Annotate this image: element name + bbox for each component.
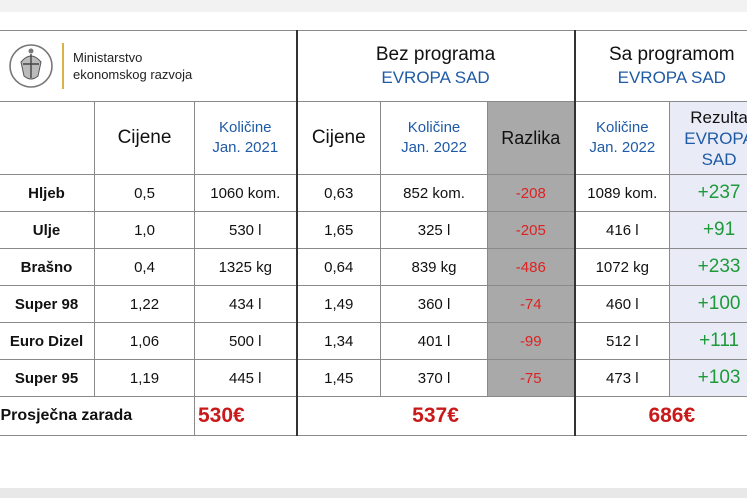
result-cell: +111 [669, 322, 747, 360]
col-prices-2022: Cijene [295, 101, 382, 175]
col-qty-2021-line1: Količine [218, 119, 272, 136]
qty-2021-cell: 445 l [193, 359, 298, 397]
table-row: Ulje 1,0 530 l 1,65 325 l -205 416 l +91 [0, 211, 747, 249]
qty-program-cell: 512 l [573, 322, 671, 360]
ministry-name-line2: ekonomskog razvoja [73, 67, 193, 82]
price-2021-cell: 0,5 [94, 174, 195, 212]
average-program-value: 686€ [573, 396, 747, 436]
group-with-title: Sa programom [608, 44, 735, 65]
qty-2022-cell: 325 l [380, 211, 489, 249]
item-name-cell: Ulje [0, 211, 95, 249]
difference-cell: -99 [487, 322, 576, 360]
col-qty-2022-line1: Količine [407, 119, 461, 136]
col-result-line2: EVROPA [684, 128, 747, 148]
table-row: Euro Dizel 1,06 500 l 1,34 401 l -99 512 l +111 [0, 322, 747, 360]
price-2021-cell: 1,22 [94, 285, 195, 323]
col-result: Rezulta EVROPA SAD [669, 101, 747, 175]
difference-cell: -486 [487, 248, 576, 286]
qty-2022-cell: 401 l [380, 322, 489, 360]
empty-corner-cell [0, 101, 95, 175]
col-result-line1: Rezulta [690, 107, 747, 127]
col-qty-2021: Količine Jan. 2021 [193, 101, 298, 175]
qty-2022-cell: 852 kom. [380, 174, 489, 212]
price-2021-cell: 1,19 [94, 359, 195, 397]
qty-2021-cell: 530 l [193, 211, 298, 249]
result-cell: +103 [669, 359, 747, 397]
qty-2021-cell: 1325 kg [193, 248, 298, 286]
qty-program-cell: 416 l [573, 211, 671, 249]
difference-cell: -205 [487, 211, 576, 249]
price-2022-cell: 0,63 [295, 174, 382, 212]
qty-2022-cell: 839 kg [380, 248, 489, 286]
qty-2022-cell: 370 l [380, 359, 489, 397]
qty-2022-cell: 360 l [380, 285, 489, 323]
qty-program-cell: 473 l [573, 359, 671, 397]
price-2021-cell: 1,06 [94, 322, 195, 360]
price-2022-cell: 1,65 [295, 211, 382, 249]
average-2021-value: 530€ [193, 396, 298, 436]
qty-2021-cell: 434 l [193, 285, 298, 323]
group-without-title: Bez programa [375, 44, 496, 65]
qty-program-cell: 1072 kg [573, 248, 671, 286]
group-without-program: Bez programa EVROPA SAD [295, 30, 576, 102]
table-row: Super 95 1,19 445 l 1,45 370 l -75 473 l +103 [0, 359, 747, 397]
difference-cell: -75 [487, 359, 576, 397]
result-cell: +100 [669, 285, 747, 323]
col-prices-2021: Cijene [94, 101, 195, 175]
result-cell: +91 [669, 211, 747, 249]
qty-program-cell: 1089 kom. [573, 174, 671, 212]
logo-divider [62, 43, 64, 89]
qty-2021-cell: 1060 kom. [193, 174, 298, 212]
group-with-program: Sa programom EVROPA SAD [573, 30, 747, 102]
col-qty-2021-line2: Jan. 2021 [212, 139, 279, 156]
price-2021-cell: 1,0 [94, 211, 195, 249]
qty-2021-cell: 500 l [193, 322, 298, 360]
group-with-subtitle: EVROPA SAD [617, 68, 726, 87]
coat-of-arms-icon [9, 44, 53, 88]
result-cell: +237 [669, 174, 747, 212]
col-qty-2022-line2: Jan. 2022 [401, 139, 467, 156]
average-earnings-label: Prosječna zarada [0, 396, 195, 436]
col-qty-program-line1: Količine [596, 119, 649, 136]
col-result-line3: SAD [701, 149, 737, 169]
item-name-cell: Super 95 [0, 359, 95, 397]
group-without-subtitle: EVROPA SAD [381, 68, 490, 87]
qty-program-cell: 460 l [573, 285, 671, 323]
difference-cell: -74 [487, 285, 576, 323]
bottom-bar [0, 488, 747, 498]
price-2022-cell: 1,49 [295, 285, 382, 323]
col-qty-program: Količine Jan. 2022 [573, 101, 671, 175]
price-2022-cell: 1,34 [295, 322, 382, 360]
price-2021-cell: 0,4 [94, 248, 195, 286]
col-qty-program-line2: Jan. 2022 [589, 139, 656, 156]
average-2022-value: 537€ [295, 396, 576, 436]
item-name-cell: Hljeb [0, 174, 95, 212]
ministry-header: Ministarstvo ekonomskog razvoja [0, 30, 298, 102]
table-row: Hljeb 0,5 1060 kom. 0,63 852 kom. -208 1089 ko… [0, 174, 747, 212]
item-name-cell: Euro Dizel [0, 322, 95, 360]
price-comparison-table: Ministarstvo ekonomskog razvoja Bez prog… [0, 30, 747, 436]
table-row: Super 98 1,22 434 l 1,49 360 l -74 460 l +100 [0, 285, 747, 323]
item-name-cell: Super 98 [0, 285, 95, 323]
table-row: Brašno 0,4 1325 kg 0,64 839 kg -486 1072 kg +23… [0, 248, 747, 286]
ministry-name-line1: Ministarstvo [73, 50, 143, 65]
col-difference: Razlika [487, 101, 576, 175]
col-qty-2022: Količine Jan. 2022 [380, 101, 489, 175]
item-name-cell: Brašno [0, 248, 95, 286]
price-2022-cell: 1,45 [295, 359, 382, 397]
result-cell: +233 [669, 248, 747, 286]
price-2022-cell: 0,64 [295, 248, 382, 286]
difference-cell: -208 [487, 174, 576, 212]
